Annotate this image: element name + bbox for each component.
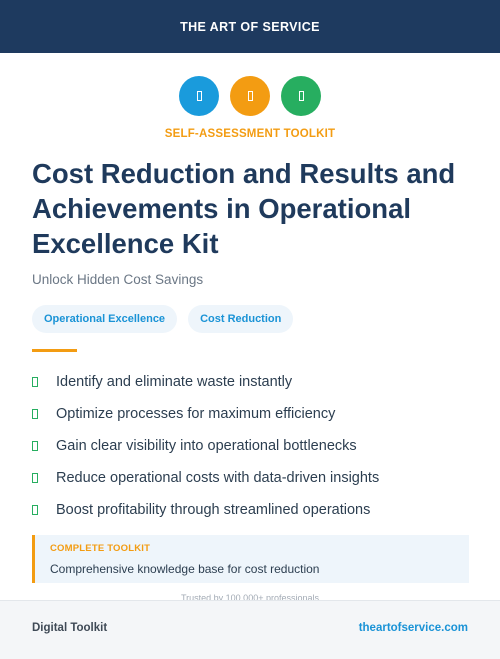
feature-item: Boost profitability through streamlined … bbox=[32, 494, 472, 526]
callout-description: Comprehensive knowledge base for cost re… bbox=[50, 562, 320, 576]
page-title: Cost Reduction and Results and Achieveme… bbox=[32, 156, 482, 261]
feature-item: Gain clear visibility into operational b… bbox=[32, 430, 472, 462]
feature-item: Reduce operational costs with data-drive… bbox=[32, 462, 472, 494]
check-icon bbox=[32, 473, 38, 483]
footer-website-link[interactable]: theartofservice.com bbox=[358, 622, 468, 634]
toolkit-kicker: SELF-ASSESSMENT TOOLKIT bbox=[164, 128, 336, 140]
feature-text: Optimize processes for maximum efficienc… bbox=[56, 406, 336, 422]
blue-square-icon bbox=[179, 76, 219, 116]
feature-text: Reduce operational costs with data-drive… bbox=[56, 470, 380, 486]
feature-item: Optimize processes for maximum efficienc… bbox=[32, 398, 472, 430]
check-icon bbox=[32, 409, 38, 419]
title-line: Achievements in Operational bbox=[32, 193, 411, 224]
orange-square-icon bbox=[230, 76, 270, 116]
tag-operational-excellence[interactable]: Operational Excellence bbox=[32, 305, 178, 333]
green-square-icon bbox=[281, 76, 321, 116]
feature-text: Gain clear visibility into operational b… bbox=[56, 438, 357, 454]
footer-bar: Digital Toolkit theartofservice.com bbox=[0, 600, 500, 659]
feature-text: Identify and eliminate waste instantly bbox=[56, 374, 293, 390]
header-bar: THE ART OF SERVICE bbox=[0, 0, 500, 53]
tag-list: Operational Excellence Cost Reduction bbox=[32, 305, 294, 333]
accent-divider bbox=[32, 349, 77, 352]
icon-row bbox=[0, 76, 500, 116]
feature-item: Identify and eliminate waste instantly bbox=[32, 366, 472, 398]
toolkit-callout: COMPLETE TOOLKIT Comprehensive knowledge… bbox=[32, 535, 469, 583]
callout-label: COMPLETE TOOLKIT bbox=[50, 543, 151, 554]
subtitle: Unlock Hidden Cost Savings bbox=[32, 272, 204, 287]
check-icon bbox=[32, 377, 38, 387]
brand-name: THE ART OF SERVICE bbox=[180, 19, 320, 34]
footer-label: Digital Toolkit bbox=[32, 622, 108, 634]
tag-cost-reduction[interactable]: Cost Reduction bbox=[188, 305, 294, 333]
feature-text: Boost profitability through streamlined … bbox=[56, 502, 371, 518]
trusted-note: Trusted by 100,000+ professionals bbox=[180, 593, 319, 603]
check-icon bbox=[32, 441, 38, 451]
title-line: Cost Reduction and Results and bbox=[32, 158, 456, 189]
title-line: Excellence Kit bbox=[32, 228, 219, 259]
check-icon bbox=[32, 505, 38, 515]
feature-list: Identify and eliminate waste instantly O… bbox=[32, 366, 472, 526]
